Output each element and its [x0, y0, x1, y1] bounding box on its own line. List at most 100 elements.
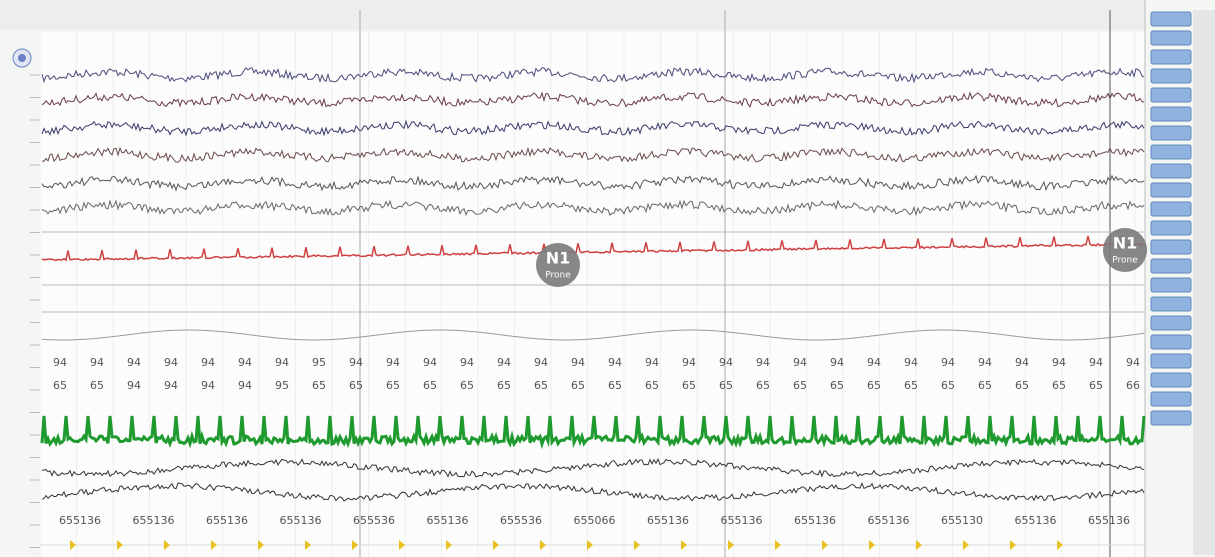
channel-button[interactable] [1150, 334, 1192, 350]
pulse-value: 65 [460, 379, 474, 392]
spo2-value: 94 [386, 356, 400, 369]
spo2-value: 94 [90, 356, 104, 369]
pulse-value: 65 [386, 379, 400, 392]
channel-button[interactable] [1150, 220, 1192, 236]
event-marker [822, 540, 828, 550]
spo2-value: 94 [904, 356, 918, 369]
channel-button[interactable] [1150, 239, 1192, 255]
time-header [0, 0, 1145, 30]
counter-value: 655130 [941, 514, 983, 527]
signal-trace [41, 146, 1145, 163]
spo2-value: 95 [312, 356, 326, 369]
position-label: Prone [1112, 256, 1138, 266]
counter-value: 655136 [133, 514, 175, 527]
pulse-value: 94 [164, 379, 178, 392]
event-marker [70, 540, 76, 550]
spo2-value: 94 [238, 356, 252, 369]
pulse-value: 65 [534, 379, 548, 392]
pulse-value: 65 [867, 379, 881, 392]
channel-button[interactable] [1150, 182, 1192, 198]
counter-value: 655066 [574, 514, 616, 527]
channel-button[interactable] [1150, 163, 1192, 179]
event-marker [164, 540, 170, 550]
channel-button[interactable] [1150, 410, 1192, 426]
spo2-value: 94 [756, 356, 770, 369]
event-marker [352, 540, 358, 550]
spo2-value: 94 [423, 356, 437, 369]
spo2-value: 94 [830, 356, 844, 369]
stage-marker [536, 243, 580, 287]
spo2-value: 94 [608, 356, 622, 369]
spo2-value: 94 [1015, 356, 1029, 369]
spo2-value: 94 [164, 356, 178, 369]
channel-button[interactable] [1150, 144, 1192, 160]
signal-trace [41, 329, 1145, 341]
counter-value: 655136 [1015, 514, 1057, 527]
channel-button[interactable] [1150, 296, 1192, 312]
channel-button[interactable] [1150, 201, 1192, 217]
event-marker [540, 540, 546, 550]
spo2-value: 94 [201, 356, 215, 369]
channel-button[interactable] [1150, 106, 1192, 122]
signal-trace [41, 235, 1145, 262]
pulse-value: 65 [312, 379, 326, 392]
channel-button[interactable] [1150, 258, 1192, 274]
pulse-value: 65 [941, 379, 955, 392]
spo2-value: 94 [719, 356, 733, 369]
channel-button[interactable] [1150, 353, 1192, 369]
spo2-value: 94 [53, 356, 67, 369]
event-marker [305, 540, 311, 550]
spo2-value: 94 [867, 356, 881, 369]
spo2-value: 94 [534, 356, 548, 369]
pulse-value: 65 [904, 379, 918, 392]
pulse-value: 65 [756, 379, 770, 392]
signal-trace [40, 415, 1146, 450]
pulse-value: 95 [275, 379, 289, 392]
spo2-value: 94 [349, 356, 363, 369]
event-marker [446, 540, 452, 550]
counter-value: 655136 [427, 514, 469, 527]
counter-value: 655536 [353, 514, 395, 527]
pulse-value: 94 [201, 379, 215, 392]
channel-button[interactable] [1150, 68, 1192, 84]
channel-button[interactable] [1150, 391, 1192, 407]
pulse-value: 94 [127, 379, 141, 392]
channel-button[interactable] [1150, 30, 1192, 46]
position-label: Prone [545, 271, 571, 281]
settings-icon [18, 54, 26, 62]
channel-button[interactable] [1150, 49, 1192, 65]
channel-button[interactable] [1150, 315, 1192, 331]
trace-area [40, 32, 1145, 557]
signal-trace [41, 457, 1145, 478]
event-marker [587, 540, 593, 550]
counter-value: 655136 [1088, 514, 1130, 527]
channel-button[interactable] [1150, 11, 1192, 27]
event-marker [775, 540, 781, 550]
channel-button[interactable] [1150, 87, 1192, 103]
stage-label: N1 [1113, 234, 1138, 253]
pulse-value: 65 [497, 379, 511, 392]
spo2-value: 94 [978, 356, 992, 369]
pulse-value: 65 [1015, 379, 1029, 392]
channel-button[interactable] [1150, 125, 1192, 141]
spo2-value: 94 [941, 356, 955, 369]
channel-button[interactable] [1150, 372, 1192, 388]
counter-value: 655536 [500, 514, 542, 527]
pulse-value: 65 [1089, 379, 1103, 392]
spo2-value: 94 [460, 356, 474, 369]
spo2-value: 94 [571, 356, 585, 369]
spo2-value: 94 [1089, 356, 1103, 369]
event-marker [728, 540, 734, 550]
channel-button[interactable] [1150, 277, 1192, 293]
spo2-value: 94 [1052, 356, 1066, 369]
event-marker [681, 540, 687, 550]
event-marker [1057, 540, 1063, 550]
counter-value: 655136 [868, 514, 910, 527]
pulse-value: 65 [53, 379, 67, 392]
pulse-value: 65 [978, 379, 992, 392]
pulse-value: 94 [238, 379, 252, 392]
event-marker [399, 540, 405, 550]
side-panel [1193, 10, 1215, 555]
pulse-value: 65 [423, 379, 437, 392]
